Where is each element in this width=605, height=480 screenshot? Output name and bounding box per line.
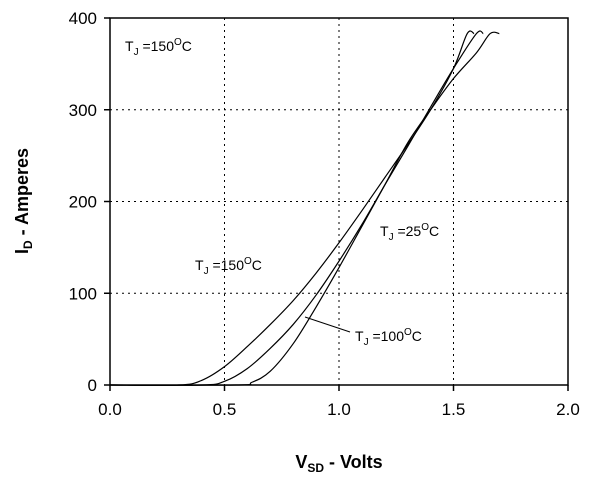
annotation-tj-25: TJ =25OC [380,222,439,243]
y-axis-label: ID - Amperes [12,148,35,254]
series-line-tj-150 [109,30,475,386]
y-tick-label: 0 [88,376,97,395]
x-axis-label: VSD - Volts [295,452,382,475]
annotation-tj-150-top: TJ =150OC [125,37,192,58]
annotation-tj-150: TJ =150OC [195,256,262,277]
x-tick-label: 1.0 [327,400,351,419]
annotation-leader-line [304,316,351,333]
x-tick-label: 0.0 [98,400,122,419]
x-tick-label: 2.0 [556,400,580,419]
y-tick-label: 300 [69,101,97,120]
x-tick-label: 0.5 [213,400,237,419]
x-tick-label: 1.5 [442,400,466,419]
y-tick-label: 400 [69,9,97,28]
series-lines [109,30,500,386]
grid [110,18,568,385]
axis-ticks: 0.0 0.5 1.0 1.5 2.0 0 100 200 300 400 [69,9,580,419]
series-line-tj-25 [109,31,500,386]
y-tick-label: 100 [69,284,97,303]
annotation-tj-100: TJ =100OC [355,327,422,348]
y-tick-label: 200 [69,193,97,212]
series-line-tj-100 [109,30,484,386]
